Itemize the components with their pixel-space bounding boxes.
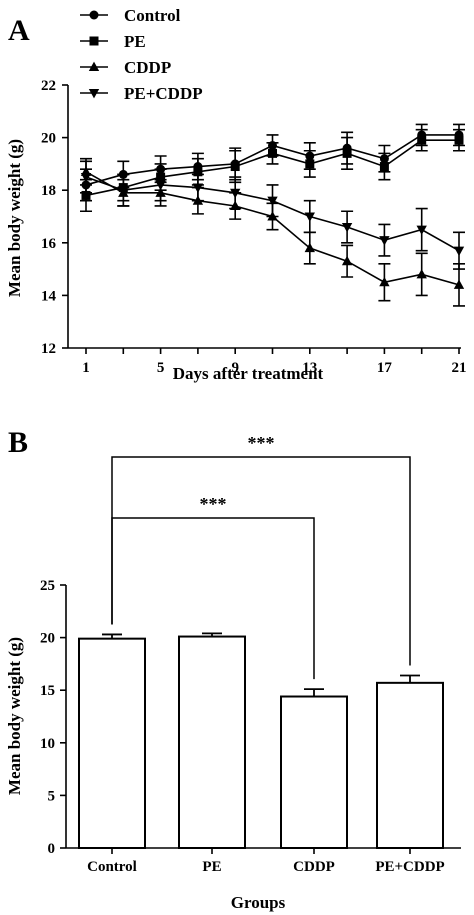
y-tick-label-b: 5 bbox=[48, 788, 56, 804]
y-tick-label-a: 22 bbox=[41, 78, 56, 94]
error-bar bbox=[202, 632, 222, 637]
data-point bbox=[453, 246, 465, 257]
legend-marker bbox=[88, 61, 100, 72]
error-bar bbox=[304, 688, 324, 697]
data-point bbox=[379, 276, 390, 287]
y-ticks-b: 0 5 10 15 20 25 bbox=[40, 578, 66, 857]
x-tick-label-a: 13 bbox=[302, 360, 317, 376]
y-axis-title-a: Mean body weight (g) bbox=[5, 139, 24, 297]
x-tick-label-a: 1 bbox=[82, 360, 90, 376]
significance-label: *** bbox=[200, 494, 227, 514]
data-point bbox=[379, 162, 389, 172]
legend-a: Control PE CDDP PE+CDDP bbox=[80, 6, 203, 103]
data-point bbox=[230, 162, 240, 172]
y-tick-label-b: 10 bbox=[40, 736, 55, 752]
x-tick-label-b: CDDP bbox=[293, 859, 335, 875]
panel-label-b: B bbox=[8, 426, 28, 459]
legend-label: Control bbox=[124, 6, 181, 25]
panel-label-a: A bbox=[8, 14, 30, 47]
legend-item: Control bbox=[80, 6, 181, 25]
legend-marker bbox=[88, 88, 100, 99]
data-point bbox=[267, 196, 278, 207]
series-triangle-up bbox=[80, 157, 465, 307]
y-tick-label-b: 25 bbox=[40, 578, 55, 594]
data-point bbox=[341, 255, 353, 266]
x-tick-label-a: 9 bbox=[231, 360, 239, 376]
data-point bbox=[453, 279, 465, 289]
y-tick-label-a: 16 bbox=[41, 236, 57, 252]
y-tick-label-a: 14 bbox=[41, 288, 57, 304]
series-triangle-down bbox=[80, 160, 465, 270]
x-tick-label-a: 17 bbox=[377, 360, 393, 376]
y-tick-label-b: 15 bbox=[40, 683, 55, 699]
data-point bbox=[416, 225, 427, 236]
significance-label: *** bbox=[248, 433, 275, 453]
series-square bbox=[80, 128, 465, 213]
error-bar bbox=[400, 674, 420, 683]
error-bar bbox=[102, 633, 122, 639]
data-point bbox=[379, 236, 390, 246]
data-point bbox=[155, 180, 166, 191]
y-axis-title-b: Mean body weight (g) bbox=[5, 637, 24, 795]
data-point bbox=[118, 186, 129, 196]
x-axis-title-a: Days after treatment bbox=[173, 364, 324, 383]
bar bbox=[178, 635, 246, 849]
data-point bbox=[80, 173, 92, 183]
x-tick-label-a: 5 bbox=[157, 360, 165, 376]
legend-item: PE+CDDP bbox=[80, 84, 203, 103]
bar bbox=[78, 637, 146, 849]
series-a bbox=[80, 123, 465, 307]
x-tick-label-b: Control bbox=[87, 859, 137, 875]
data-point bbox=[341, 222, 353, 233]
y-tick-label-a: 12 bbox=[41, 341, 56, 357]
legend-item: CDDP bbox=[80, 58, 171, 77]
data-point bbox=[305, 159, 315, 169]
data-point bbox=[230, 188, 241, 199]
data-point bbox=[268, 148, 277, 158]
data-point bbox=[304, 212, 315, 222]
plot-area-a bbox=[67, 85, 461, 349]
bars-b bbox=[78, 632, 444, 850]
legend-label: CDDP bbox=[124, 58, 171, 77]
significance-bracket bbox=[111, 456, 411, 666]
significance-brackets: *** *** bbox=[111, 433, 411, 680]
legend-label: PE bbox=[124, 32, 146, 51]
x-ticks-b: Control PE CDDP PE+CDDP bbox=[87, 848, 445, 875]
y-tick-label-a: 20 bbox=[41, 131, 56, 147]
data-point bbox=[417, 135, 427, 145]
data-point bbox=[416, 268, 427, 279]
legend-label: PE+CDDP bbox=[124, 84, 203, 103]
y-tick-label-a: 18 bbox=[41, 183, 56, 199]
y-tick-label-b: 20 bbox=[40, 631, 55, 647]
y-ticks-a: 12 14 16 18 20 22 bbox=[41, 78, 68, 357]
data-point bbox=[342, 148, 352, 158]
x-tick-label-b: PE+CDDP bbox=[375, 859, 444, 875]
data-point bbox=[192, 183, 204, 193]
data-point bbox=[304, 242, 315, 253]
bar bbox=[376, 681, 444, 849]
data-point bbox=[454, 135, 464, 145]
x-axis-title-b: Groups bbox=[231, 893, 286, 912]
x-tick-label-a: 21 bbox=[452, 360, 467, 376]
bar bbox=[280, 695, 348, 850]
legend-marker bbox=[89, 36, 99, 46]
x-tick-label-b: PE bbox=[202, 859, 221, 875]
y-tick-label-b: 0 bbox=[48, 841, 56, 857]
x-ticks-a: 1 5 9 13 17 21 bbox=[82, 348, 467, 376]
legend-item: PE bbox=[80, 32, 146, 51]
legend-marker bbox=[89, 10, 99, 20]
